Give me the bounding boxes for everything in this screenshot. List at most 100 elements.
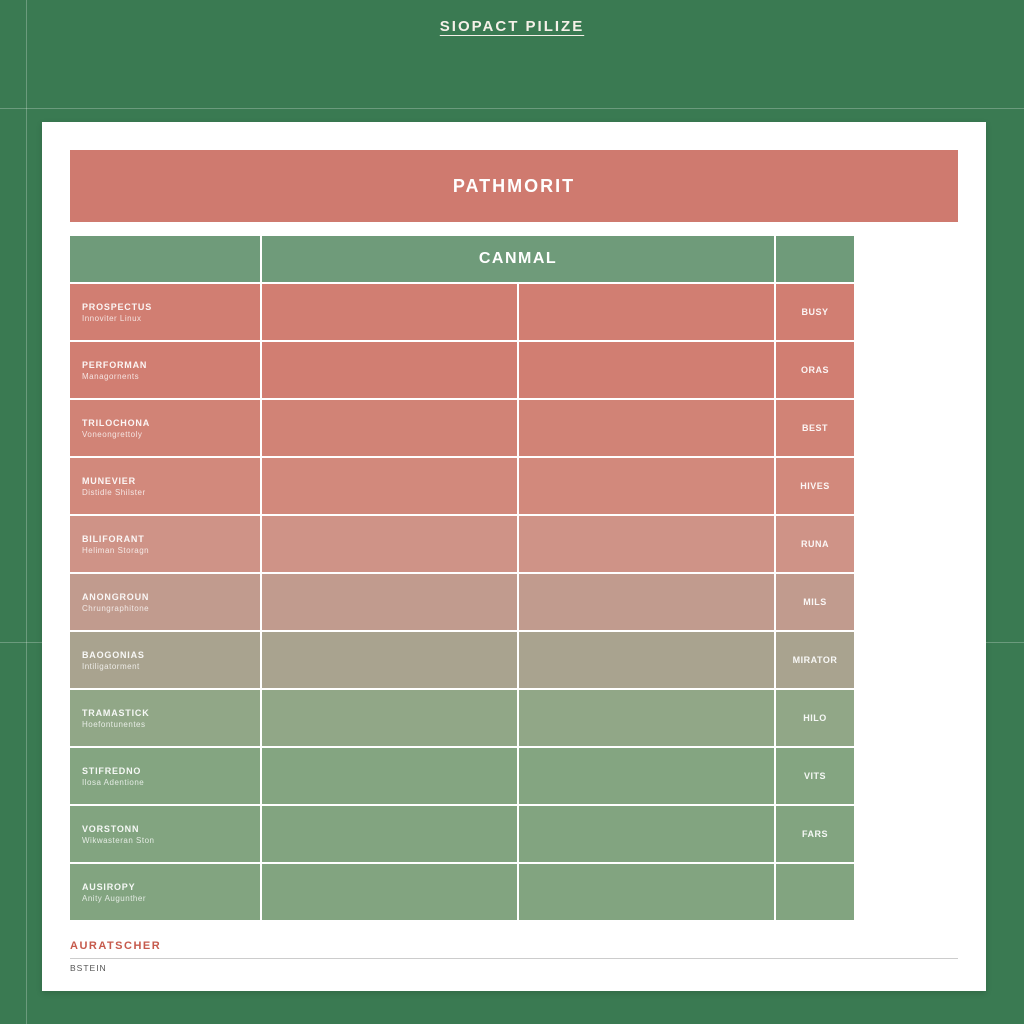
row-subtitle: Wikwasteran Ston [82, 836, 248, 845]
row-tag: MILS [803, 597, 827, 607]
table-row: BAOGONIAS Intiligatorment MIRATOR [70, 632, 958, 688]
row-tag-cell: VITS [776, 748, 854, 804]
footer-main: AURATSCHER [70, 940, 958, 952]
row-tag: BEST [802, 423, 828, 433]
bg-grid-line [0, 108, 1024, 109]
row-tag-cell: BUSY [776, 284, 854, 340]
row-subtitle: Intiligatorment [82, 662, 248, 671]
row-label-cell: AUSIROPY Anity Augunther [70, 864, 260, 920]
data-table: PROSPECTUS Innoviter Linux BUSY PERFORMAN Ma… [70, 284, 958, 920]
row-body-a [262, 458, 517, 514]
subheader-cell-a [70, 236, 260, 282]
row-body-a [262, 690, 517, 746]
row-body-a [262, 284, 517, 340]
footer: AURATSCHER BSTEIN [70, 940, 958, 973]
row-body-b [519, 806, 774, 862]
table-row: VORSTONN Wikwasteran Ston FARS [70, 806, 958, 862]
row-body-a [262, 574, 517, 630]
row-title: BILIFORANT [82, 534, 248, 544]
bg-grid-line [26, 0, 27, 1024]
row-tag-cell: RUNA [776, 516, 854, 572]
row-title: AUSIROPY [82, 882, 248, 892]
row-tag: RUNA [801, 539, 829, 549]
row-tag: HIVES [800, 481, 830, 491]
row-label-cell: VORSTONN Wikwasteran Ston [70, 806, 260, 862]
row-body-a [262, 400, 517, 456]
row-tag-cell: BEST [776, 400, 854, 456]
row-label-cell: PERFORMAN Managornents [70, 342, 260, 398]
row-tag: HILO [803, 713, 827, 723]
row-tag: VITS [804, 771, 826, 781]
row-label-cell: BAOGONIAS Intiligatorment [70, 632, 260, 688]
row-body-a [262, 516, 517, 572]
table-row: AUSIROPY Anity Augunther [70, 864, 958, 920]
row-body-b [519, 574, 774, 630]
row-tag-cell: ORAS [776, 342, 854, 398]
row-tag: FARS [802, 829, 828, 839]
row-subtitle: Managornents [82, 372, 248, 381]
row-subtitle: Heliman Storagn [82, 546, 248, 555]
subheader-cell-b: CANMAL [262, 236, 774, 282]
subheader-cell-c [776, 236, 854, 282]
table-row: BILIFORANT Heliman Storagn RUNA [70, 516, 958, 572]
row-title: PERFORMAN [82, 360, 248, 370]
table-row: PROSPECTUS Innoviter Linux BUSY [70, 284, 958, 340]
row-body-b [519, 748, 774, 804]
table-row: TRILOCHONA Voneongrettoly BEST [70, 400, 958, 456]
row-body-b [519, 458, 774, 514]
row-label-cell: ANONGROUN Chrungraphitone [70, 574, 260, 630]
row-title: TRAMASTICK [82, 708, 248, 718]
row-body-b [519, 690, 774, 746]
footer-sub: BSTEIN [70, 958, 958, 973]
row-body-a [262, 748, 517, 804]
row-title: MUNEVIER [82, 476, 248, 486]
table-row: PERFORMAN Managornents ORAS [70, 342, 958, 398]
row-tag: BUSY [801, 307, 828, 317]
banner: PATHMORIT [70, 150, 958, 222]
table-row: ANONGROUN Chrungraphitone MILS [70, 574, 958, 630]
row-subtitle: Chrungraphitone [82, 604, 248, 613]
row-title: STIFREDNO [82, 766, 248, 776]
row-body-b [519, 864, 774, 920]
row-body-b [519, 400, 774, 456]
row-body-b [519, 342, 774, 398]
page-title: SIOPACT PILIZE [0, 0, 1024, 41]
row-tag-cell: MILS [776, 574, 854, 630]
row-subtitle: Distidle Shilster [82, 488, 248, 497]
row-body-b [519, 632, 774, 688]
row-body-a [262, 806, 517, 862]
subheader-row: CANMAL [70, 236, 958, 282]
row-body-b [519, 516, 774, 572]
row-tag-cell: MIRATOR [776, 632, 854, 688]
row-subtitle: Hoefontunentes [82, 720, 248, 729]
row-title: ANONGROUN [82, 592, 248, 602]
row-body-a [262, 342, 517, 398]
table-row: STIFREDNO Ilosa Adentione VITS [70, 748, 958, 804]
row-title: TRILOCHONA [82, 418, 248, 428]
row-body-a [262, 864, 517, 920]
row-tag-cell: HIVES [776, 458, 854, 514]
row-tag: ORAS [801, 365, 829, 375]
row-label-cell: BILIFORANT Heliman Storagn [70, 516, 260, 572]
row-label-cell: TRAMASTICK Hoefontunentes [70, 690, 260, 746]
row-subtitle: Anity Augunther [82, 894, 248, 903]
row-label-cell: MUNEVIER Distidle Shilster [70, 458, 260, 514]
row-tag: MIRATOR [793, 655, 838, 665]
row-tag-cell: HILO [776, 690, 854, 746]
row-subtitle: Ilosa Adentione [82, 778, 248, 787]
table-row: MUNEVIER Distidle Shilster HIVES [70, 458, 958, 514]
row-subtitle: Voneongrettoly [82, 430, 248, 439]
table-row: TRAMASTICK Hoefontunentes HILO [70, 690, 958, 746]
row-label-cell: PROSPECTUS Innoviter Linux [70, 284, 260, 340]
row-label-cell: TRILOCHONA Voneongrettoly [70, 400, 260, 456]
row-subtitle: Innoviter Linux [82, 314, 248, 323]
row-tag-cell: FARS [776, 806, 854, 862]
row-body-b [519, 284, 774, 340]
row-body-a [262, 632, 517, 688]
row-title: BAOGONIAS [82, 650, 248, 660]
row-title: PROSPECTUS [82, 302, 248, 312]
row-title: VORSTONN [82, 824, 248, 834]
row-label-cell: STIFREDNO Ilosa Adentione [70, 748, 260, 804]
row-tag-cell [776, 864, 854, 920]
sheet: PATHMORIT CANMAL PROSPECTUS Innoviter Lin… [42, 122, 986, 991]
